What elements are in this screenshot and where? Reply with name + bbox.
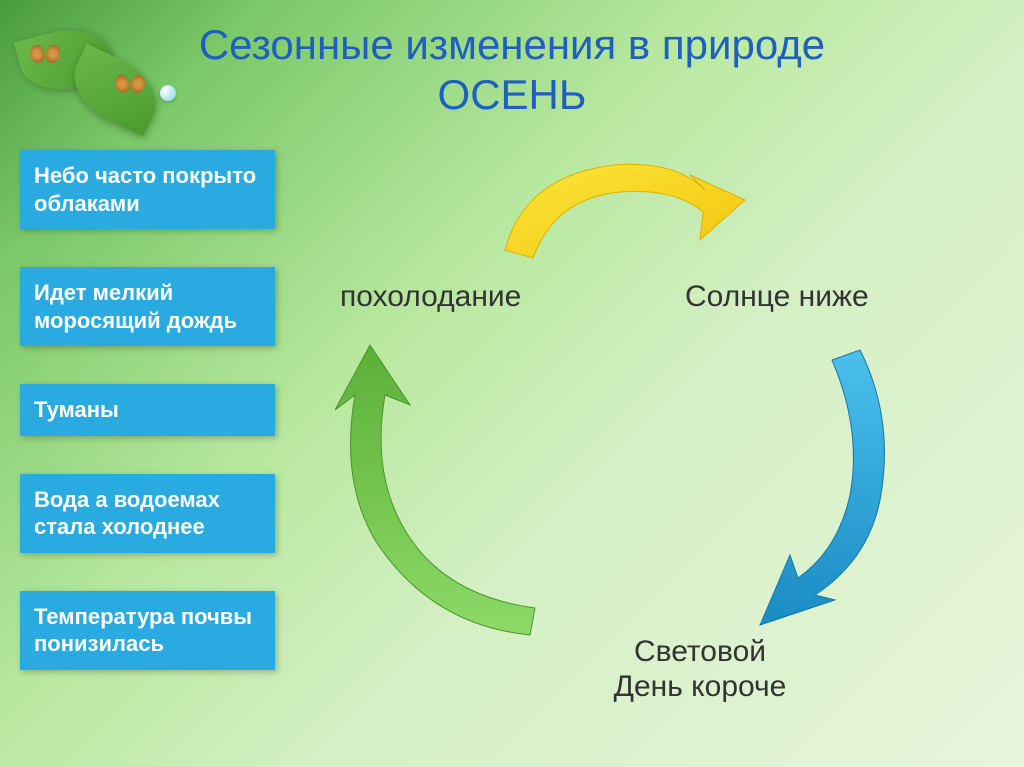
cycle-node-day-l2: День короче	[614, 670, 787, 703]
fact-box: Небо часто покрыто облаками	[20, 150, 275, 229]
cycle-node-sun: Солнце ниже	[685, 280, 869, 314]
fact-box: Температура почвы понизилась	[20, 591, 275, 670]
fact-box: Туманы	[20, 384, 275, 436]
cycle-node-cold: похолодание	[340, 280, 521, 314]
fact-box: Вода а водоемах стала холоднее	[20, 474, 275, 553]
fact-box: Идет мелкий моросящий дождь	[20, 267, 275, 346]
side-facts-list: Небо часто покрыто облаками Идет мелкий …	[20, 150, 275, 670]
title-line1: Сезонные изменения в природе	[199, 21, 825, 68]
cycle-node-day-l1: Световой	[634, 635, 766, 668]
cycle-arrow-green	[320, 340, 550, 650]
title-line2: ОСЕНЬ	[438, 71, 587, 118]
cycle-diagram: похолодание Солнце ниже Световой День ко…	[300, 150, 980, 710]
cycle-arrow-blue	[720, 340, 920, 640]
cycle-node-day: Световой День короче	[590, 635, 810, 704]
slide-title: Сезонные изменения в природе ОСЕНЬ	[0, 20, 1024, 121]
cycle-arrow-yellow	[475, 140, 755, 270]
